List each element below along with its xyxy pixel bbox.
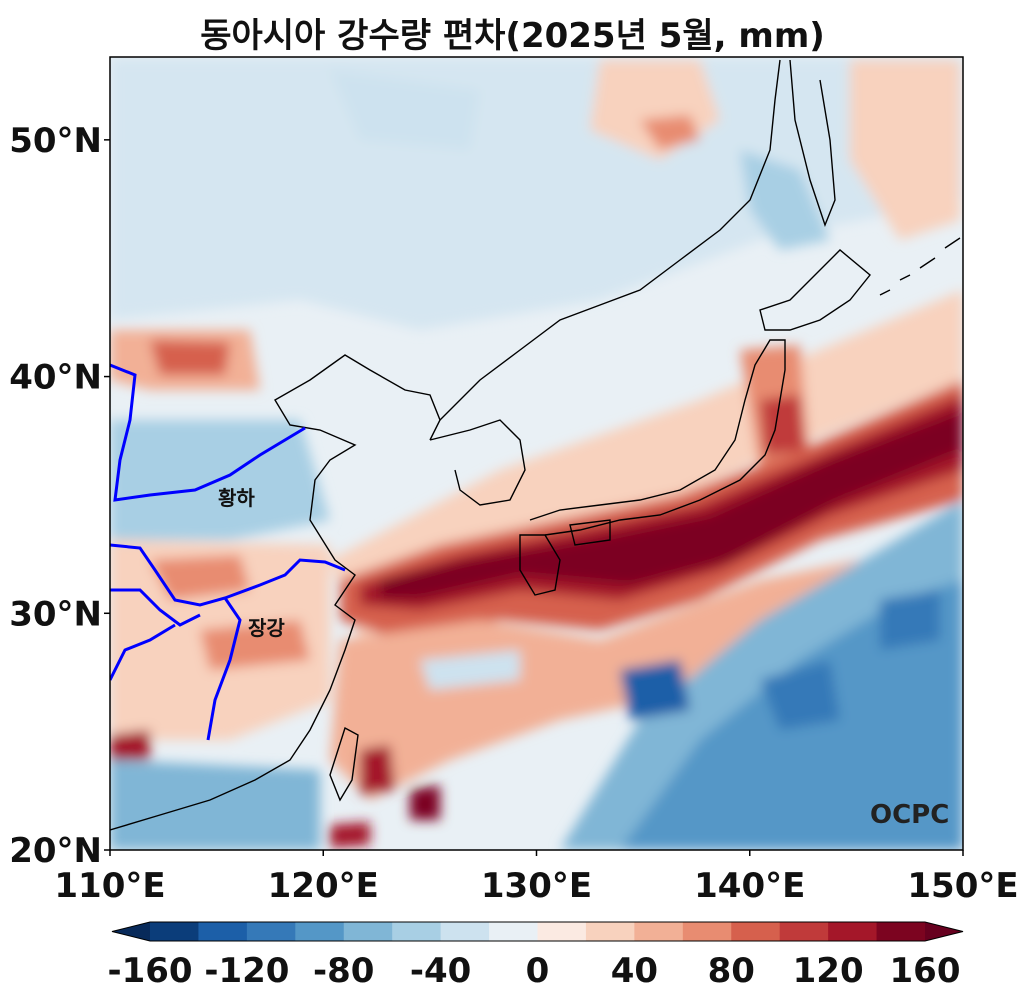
yangtze-river-label: 장강 [248, 616, 285, 640]
colorbar-tick-label: -120 [204, 951, 289, 991]
colorbar-segment [682, 922, 732, 941]
colorbar-tick-label: -160 [107, 951, 192, 991]
colorbar-segment [150, 922, 199, 941]
colorbar-segment [246, 922, 296, 941]
ocpc-logo: OCPC [870, 800, 949, 830]
colorbar-tick-label: 0 [526, 951, 550, 991]
colorbar-tick-label: 80 [708, 951, 755, 991]
yellow-river-line [110, 363, 306, 502]
colorbar-segment [392, 922, 442, 941]
lat-tick-label: 30°N [9, 594, 102, 634]
lat-tick-label: 50°N [9, 121, 102, 161]
colorbar-segment [295, 922, 345, 941]
lon-tick-label: 130°E [481, 866, 592, 906]
lon-tick-label: 120°E [268, 866, 379, 906]
colorbar-segment [585, 922, 635, 941]
rivers [110, 363, 346, 741]
lat-axis: 50°N 40°N 30°N 20°N [9, 121, 110, 871]
lat-tick-label: 20°N [9, 831, 102, 871]
map-title: 동아시아 강수량 편차(2025년 5월, mm) [200, 16, 825, 56]
yellow-river-label: 황하 [218, 486, 255, 510]
colorbar-segment [440, 922, 490, 941]
colorbar-segment [537, 922, 587, 941]
colorbar-tick-label: -40 [410, 951, 471, 991]
colorbar-tick-label: 160 [890, 951, 961, 991]
colorbar-segment [634, 922, 684, 941]
colorbar-labels: -160 -120 -80 -40 0 40 80 120 160 [107, 951, 960, 991]
colorbar-tick-label: 40 [611, 951, 658, 991]
colorbar-frame [111, 921, 964, 942]
colorbar-segment [731, 922, 781, 941]
colorbar-tick-label: -80 [313, 951, 374, 991]
colorbar-segment [198, 922, 248, 941]
colorbar [111, 921, 964, 942]
lon-tick-label: 140°E [694, 866, 805, 906]
lon-tick-label: 110°E [54, 866, 165, 906]
lon-tick-label: 150°E [907, 866, 1018, 906]
logo-text: OCPC [870, 800, 949, 830]
precip-field [110, 57, 963, 850]
colorbar-segment [828, 922, 878, 941]
colorbar-segment [876, 922, 926, 941]
colorbar-segment [489, 922, 538, 941]
coastlines [110, 59, 961, 831]
lon-axis: 110°E 120°E 130°E 140°E 150°E [54, 850, 1019, 906]
colorbar-over-arrow [925, 922, 963, 941]
colorbar-segment [779, 922, 829, 941]
colorbar-tick-label: 120 [793, 951, 864, 991]
lat-tick-label: 40°N [9, 358, 102, 398]
colorbar-under-arrow [112, 922, 150, 941]
colorbar-segment [343, 922, 393, 941]
